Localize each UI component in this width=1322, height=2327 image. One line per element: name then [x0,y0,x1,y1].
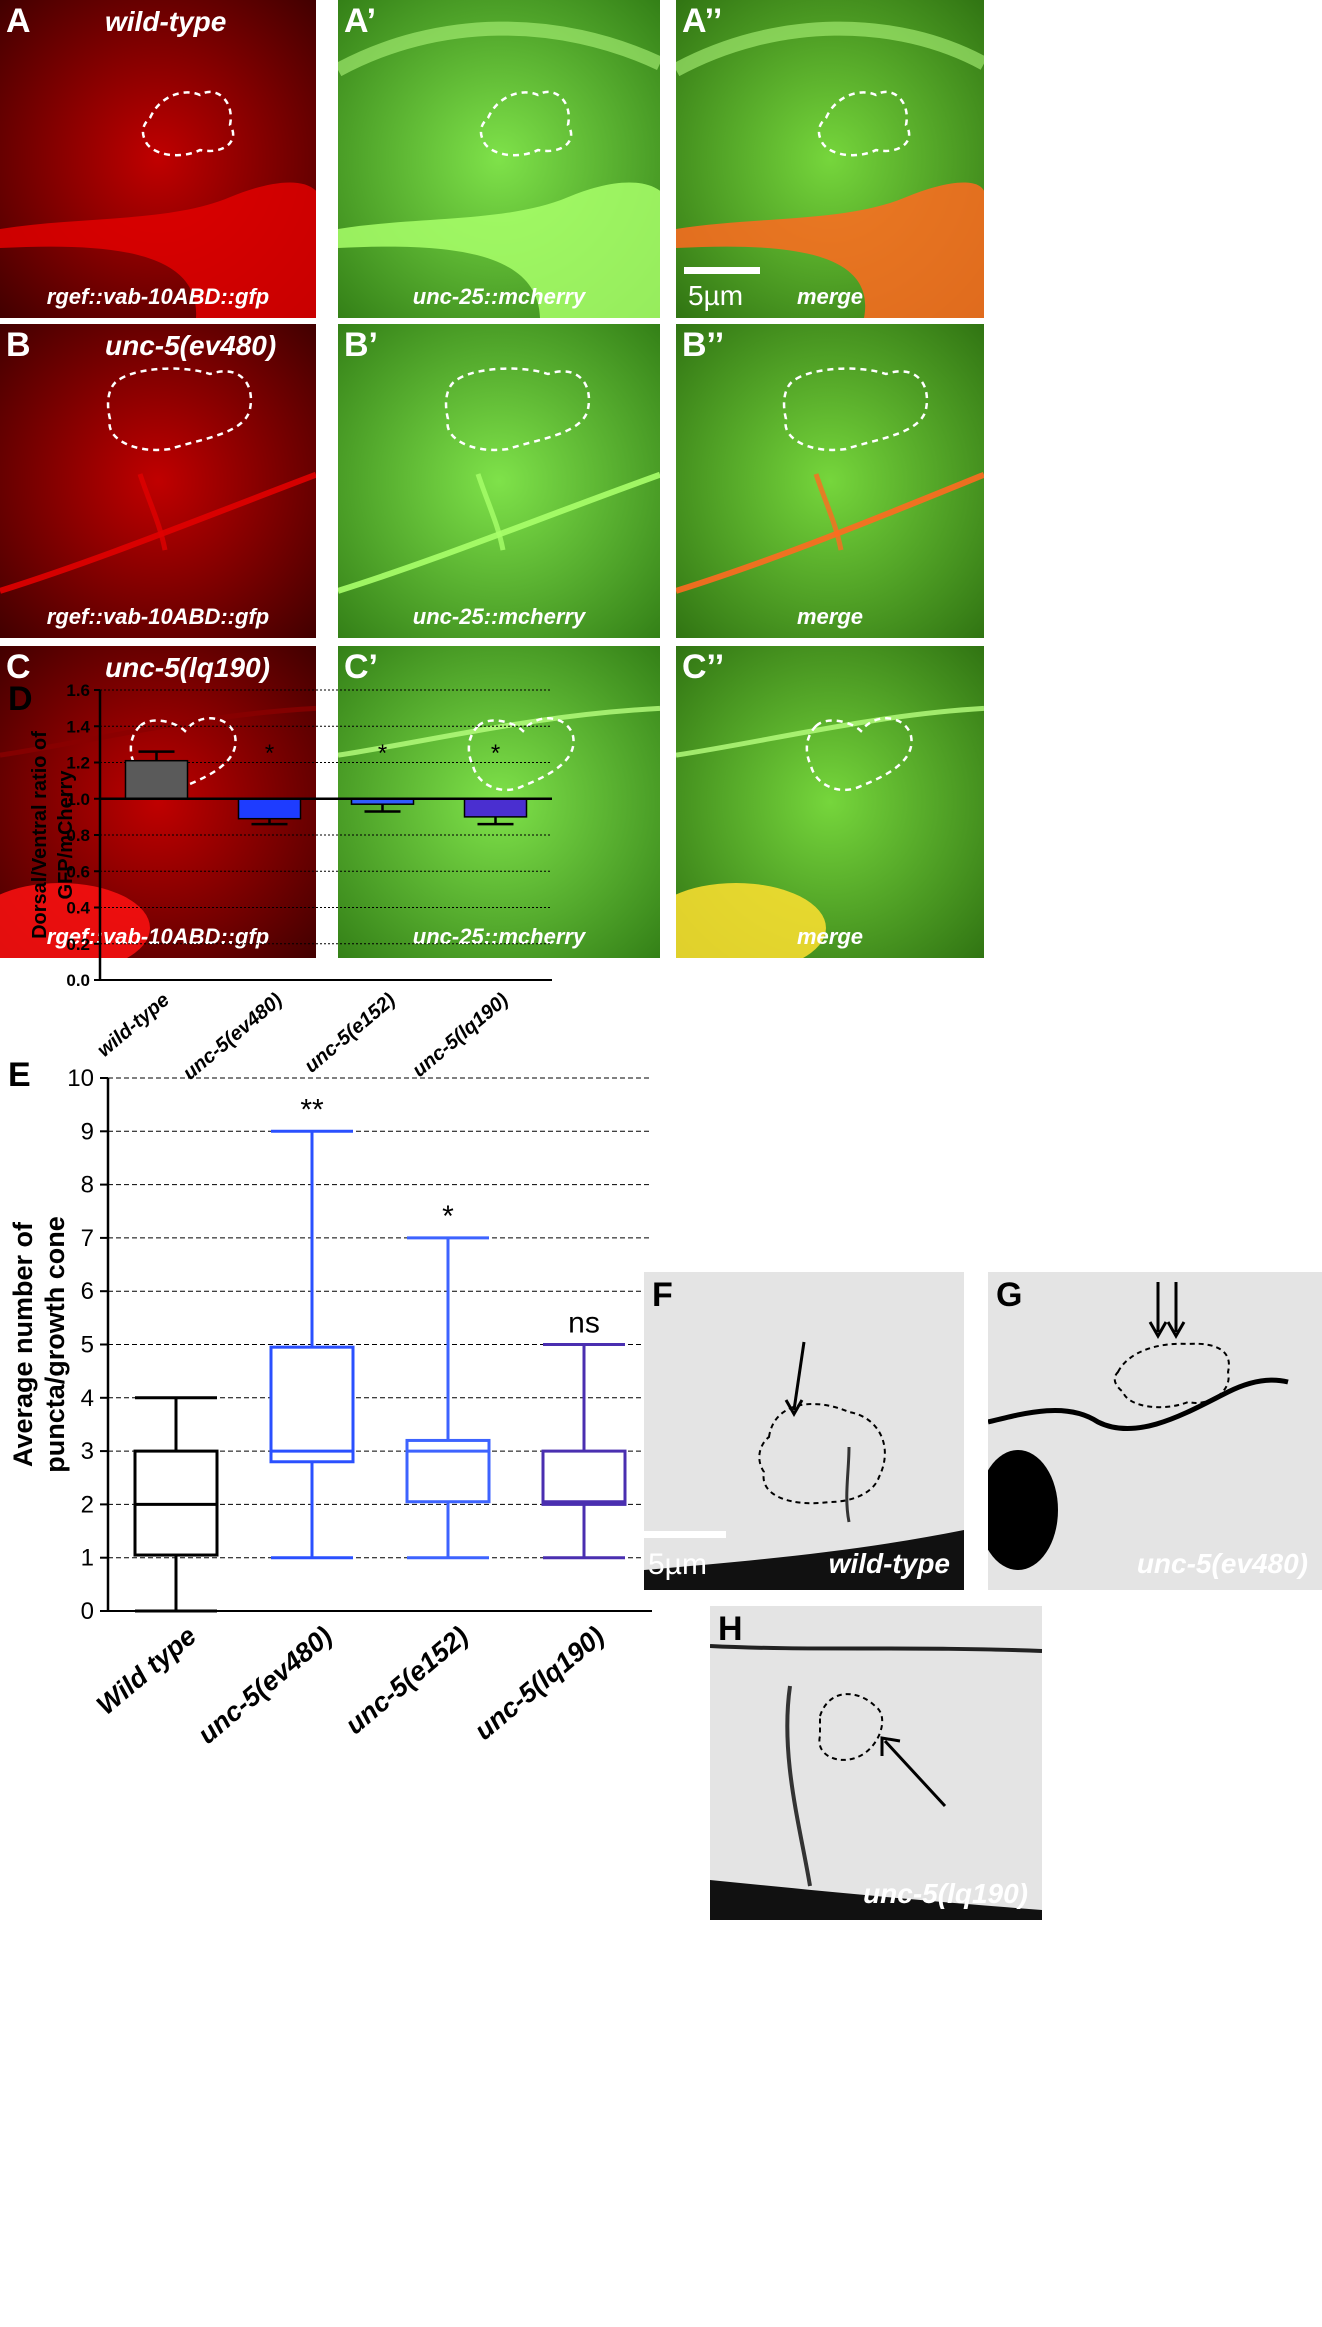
micrograph-A2: A’’ merge 5µm [676,0,984,318]
micrograph-caption: merge [796,924,864,949]
y-axis-label: Average number ofpuncta/growth cone [8,1216,70,1473]
panel-label-e: E [8,1056,31,1094]
panel-label-B1: B’ [344,326,378,364]
significance-marker: * [378,740,387,767]
x-tick-label: wild-type [93,989,174,1062]
y-tick-label: 3 [81,1438,94,1465]
panel-label-F: F [652,1276,673,1314]
y-tick-label: 8 [81,1172,94,1199]
scale-bar [644,1531,726,1538]
y-tick-label: 5 [81,1332,94,1359]
micrograph-caption: unc-25::mcherry [412,604,586,629]
bar-unc-5(lq190) [463,798,528,818]
micrograph-caption: rgef::vab-10ABD::gfp [46,604,270,629]
micrograph-caption: merge [796,604,864,629]
panel-label-C2: C’’ [682,648,725,686]
micrograph-caption: rgef::vab-10ABD::gfp [46,924,270,949]
panel-caption: unc-5(ev480) [1136,1548,1308,1579]
panel-label-H: H [718,1610,743,1648]
chart-d: 0.0 0.2 0.4 0.6 0.8 1.0 1.2 1.4 1.6 Dorsal/Ventra… [29,681,552,1084]
micrograph-caption: unc-25::mcherry [412,924,586,949]
significance-marker: ** [300,1093,324,1126]
x-tick-label: unc-5(e152) [340,1621,474,1740]
scale-bar-label: 5µm [648,1548,707,1581]
box-unc-5(lq190) [541,1343,627,1560]
y-tick-label: 1.4 [66,717,90,736]
box-unc-5(ev480) [269,1129,355,1560]
y-tick-label: 1.0 [66,790,90,809]
significance-marker: * [265,740,274,767]
genotype-title: wild-type [105,6,227,37]
y-tick-label: 1 [81,1545,94,1572]
x-tick-label: unc-5(lq190) [469,1621,610,1746]
y-tick-label: 10 [67,1065,94,1092]
y-tick-label: 7 [81,1225,94,1252]
panel-label-B2: B’’ [682,326,725,364]
y-tick-label: 4 [81,1385,94,1412]
y-tick-label: 0.0 [66,971,90,990]
panel-label-A2: A’’ [682,2,723,40]
bar-unc-5(ev480) [237,798,302,820]
genotype-title: unc-5(ev480) [105,330,277,361]
significance-marker: * [442,1200,454,1233]
y-tick-label: 9 [81,1118,94,1145]
panel-label-C: C [6,648,31,686]
y-tick-label: 0.6 [66,862,90,881]
panel-caption: wild-type [828,1548,950,1579]
box-Wild type [133,1396,219,1613]
micrograph-caption: merge [796,284,864,309]
box-unc-5(e152) [405,1236,491,1560]
chart-e: 0 1 2 3 4 5 6 7 8 9 10 Average number ofpuncta/grow… [8,1065,652,1746]
micrograph-B2: B’’ merge [676,324,984,638]
micrograph-caption: unc-25::mcherry [412,284,586,309]
y-tick-label: 0.8 [66,826,90,845]
y-tick-label: 1.2 [66,754,90,773]
x-tick-label: Wild type [91,1621,202,1721]
panel-label-C1: C’ [344,648,378,686]
panel-label-A1: A’ [344,2,377,40]
bar-wild-type [124,759,189,800]
significance-marker: ns [568,1307,600,1340]
y-tick-label: 6 [81,1278,94,1305]
y-tick-label: 1.6 [66,681,90,700]
panel-label-A: A [6,2,31,40]
panel-label-B: B [6,326,31,364]
panel-label-G: G [996,1276,1023,1314]
genotype-title: unc-5(lq190) [105,652,270,683]
micrograph-caption: rgef::vab-10ABD::gfp [46,284,270,309]
x-tick-label: unc-5(ev480) [192,1621,338,1746]
y-tick-label: 0.4 [66,899,90,918]
scale-bar-label: 5µm [688,280,744,311]
micrograph-A1: A’unc-25::mcherry [338,0,660,318]
micrograph-B1: B’unc-25::mcherry [338,324,660,638]
y-tick-label: 0 [81,1598,94,1625]
panel-caption: unc-5(lq190) [863,1878,1028,1909]
panel-label-d: D [8,680,33,718]
y-tick-label: 0.2 [66,935,90,954]
significance-marker: * [491,740,500,767]
micrograph-C2: C’’ merge [676,646,984,958]
scale-bar [684,267,760,274]
y-axis-label: Dorsal/Ventral ratio of GFP/mCherry [29,731,77,939]
y-tick-label: 2 [81,1491,94,1518]
